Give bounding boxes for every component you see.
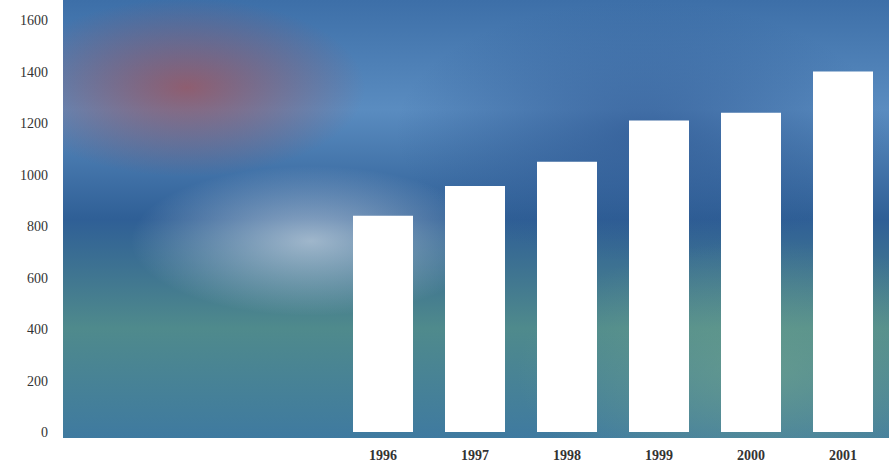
svg-text:1400: 1400 bbox=[20, 65, 48, 80]
svg-text:400: 400 bbox=[27, 322, 48, 337]
svg-text:200: 200 bbox=[27, 374, 48, 389]
svg-text:800: 800 bbox=[27, 219, 48, 234]
svg-text:1600: 1600 bbox=[20, 13, 48, 28]
svg-text:1999: 1999 bbox=[645, 448, 673, 463]
svg-text:1998: 1998 bbox=[553, 448, 581, 463]
svg-text:1000: 1000 bbox=[20, 168, 48, 183]
svg-text:1996: 1996 bbox=[369, 448, 397, 463]
svg-text:600: 600 bbox=[27, 271, 48, 286]
svg-text:1200: 1200 bbox=[20, 116, 48, 131]
svg-text:2001: 2001 bbox=[829, 448, 857, 463]
svg-text:2000: 2000 bbox=[737, 448, 765, 463]
svg-text:1997: 1997 bbox=[461, 448, 489, 463]
svg-text:0: 0 bbox=[41, 425, 48, 440]
